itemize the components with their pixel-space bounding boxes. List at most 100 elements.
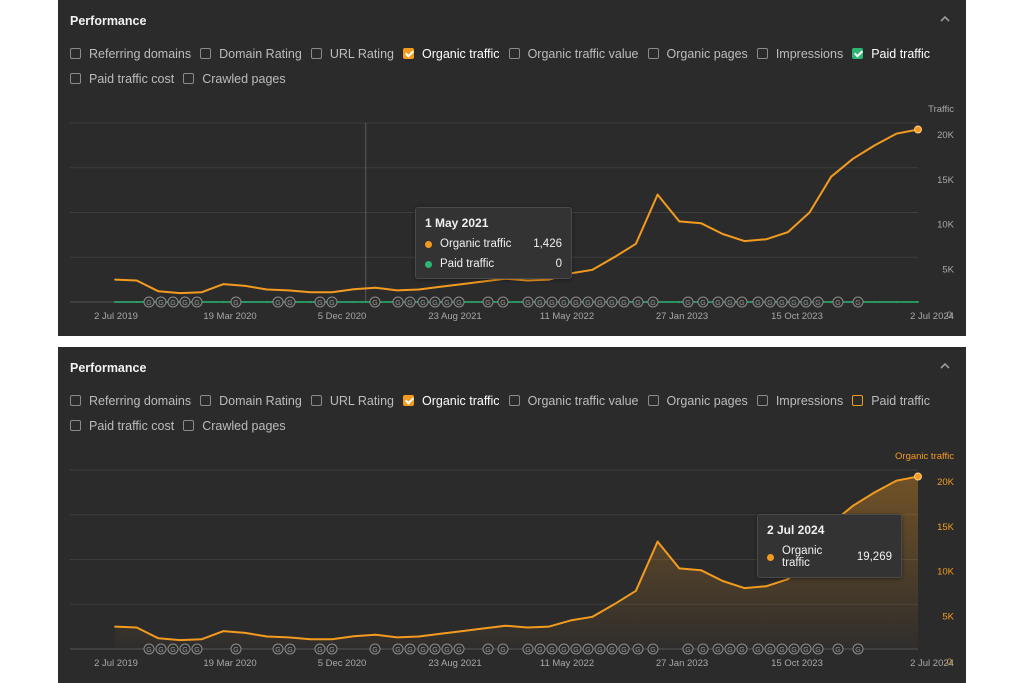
option-paid-traffic[interactable]: Paid traffic [852, 393, 930, 408]
data-point-organic-traffic [222, 630, 225, 632]
google-update-marker-icon: G [326, 296, 338, 308]
google-update-marker-icon: G [752, 643, 764, 655]
google-update-marker-icon: G [712, 296, 724, 308]
checkbox[interactable] [508, 48, 520, 59]
data-point-paid-traffic [352, 301, 355, 303]
option-referring-domains[interactable]: Referring domains [70, 46, 191, 61]
marker-letter: G [500, 647, 505, 654]
option-organic-pages[interactable]: Organic pages [647, 393, 748, 408]
data-point-organic-traffic [309, 291, 312, 294]
option-impressions[interactable]: Impressions [756, 393, 844, 408]
chevron-up-icon[interactable] [938, 359, 952, 373]
option-crawled-pages[interactable]: Crawled pages [183, 71, 286, 86]
data-point-organic-traffic [895, 479, 898, 482]
checkbox[interactable] [647, 395, 659, 406]
google-update-marker-icon: G [284, 296, 296, 308]
option-paid-traffic-cost[interactable]: Paid traffic cost [70, 418, 174, 433]
option-label: Organic traffic [421, 46, 500, 61]
y-tick-label: 10K [937, 220, 955, 231]
data-point-organic-traffic [591, 268, 594, 271]
google-update-marker-icon: G [546, 296, 558, 308]
panel-title: Performance [70, 14, 147, 28]
google-update-marker-icon: G [724, 643, 736, 655]
data-point-organic-traffic [656, 193, 659, 196]
checkbox[interactable] [183, 73, 195, 84]
data-point-organic-traffic [656, 540, 659, 543]
option-paid-traffic[interactable]: Paid traffic [852, 46, 930, 61]
data-point-paid-traffic [244, 301, 247, 303]
marker-letter: G [803, 300, 808, 307]
option-organic-pages[interactable]: Organic pages [647, 46, 748, 61]
data-point-organic-traffic [244, 284, 247, 287]
option-url-rating[interactable]: URL Rating [310, 393, 394, 408]
marker-letter: G [585, 300, 590, 307]
option-paid-traffic-cost[interactable]: Paid traffic cost [70, 71, 174, 86]
data-point-paid-traffic [873, 301, 876, 303]
checkbox[interactable] [70, 420, 81, 431]
option-label: Paid traffic cost [89, 418, 175, 433]
data-point-organic-traffic [786, 231, 789, 234]
option-referring-domains[interactable]: Referring domains [70, 393, 191, 408]
y-tick-label: 0 [947, 310, 952, 321]
series-line-organic-traffic [114, 475, 919, 642]
data-point-organic-traffic [721, 233, 724, 235]
option-domain-rating[interactable]: Domain Rating [200, 393, 302, 408]
marker-letter: G [650, 647, 655, 654]
series-line-organic-traffic [114, 128, 919, 295]
chevron-up-icon[interactable] [938, 12, 952, 26]
option-organic-traffic[interactable]: Organic traffic [402, 393, 500, 408]
data-point-organic-traffic [786, 578, 789, 581]
marker-letter: G [549, 647, 554, 654]
marker-letter: G [158, 647, 163, 654]
option-label: Organic traffic value [527, 46, 639, 61]
option-organic-traffic-value[interactable]: Organic traffic value [508, 393, 639, 408]
option-url-rating[interactable]: URL Rating [310, 46, 394, 61]
option-organic-traffic-value[interactable]: Organic traffic value [508, 46, 639, 61]
data-point-organic-traffic [287, 636, 290, 639]
checkbox[interactable] [756, 395, 768, 406]
option-domain-rating[interactable]: Domain Rating [200, 46, 302, 61]
option-crawled-pages[interactable]: Crawled pages [183, 418, 286, 433]
marker-letter: G [635, 300, 640, 307]
data-point-organic-traffic [613, 603, 616, 606]
checkbox[interactable] [183, 420, 195, 431]
checkbox[interactable] [647, 48, 659, 59]
performance-panel-2: Performance Referring domains Domain Rati… [58, 347, 966, 683]
google-update-marker-icon: G [632, 643, 644, 655]
x-tick-label: 23 Aug 2021 [428, 658, 481, 669]
data-point-organic-traffic [721, 580, 724, 582]
checkbox[interactable] [756, 48, 768, 59]
data-point-organic-traffic [613, 256, 616, 259]
checkbox[interactable] [200, 48, 212, 59]
option-organic-traffic[interactable]: Organic traffic [402, 46, 500, 61]
x-tick-label: 11 May 2022 [540, 658, 594, 669]
checkbox[interactable] [310, 48, 322, 59]
marker-letter: G [194, 300, 199, 307]
series-area-organic-traffic [115, 476, 918, 649]
google-update-marker-icon: G [404, 296, 416, 308]
checkbox[interactable] [200, 395, 212, 406]
google-update-marker-icon: G [441, 296, 453, 308]
option-impressions[interactable]: Impressions [756, 46, 843, 61]
checkbox[interactable] [402, 48, 414, 59]
checkbox[interactable] [70, 73, 81, 84]
checkbox[interactable] [70, 48, 81, 59]
marker-letter: G [779, 647, 784, 654]
checkbox[interactable] [852, 48, 864, 59]
option-label: Paid traffic [871, 393, 931, 408]
google-update-marker-icon: G [482, 643, 494, 655]
checkbox[interactable] [402, 395, 414, 406]
option-label: Impressions [775, 393, 844, 408]
checkbox[interactable] [508, 395, 520, 406]
google-update-marker-icon: G [682, 643, 694, 655]
x-tick-label: 2 Jul 2019 [94, 658, 138, 669]
x-tick-label: 19 Mar 2020 [203, 311, 256, 322]
checkbox[interactable] [310, 395, 322, 406]
data-point-organic-traffic [114, 278, 116, 281]
checkbox[interactable] [70, 395, 81, 406]
data-point-organic-traffic [200, 638, 203, 641]
checkbox[interactable] [852, 395, 864, 406]
marker-letter: G [621, 647, 626, 654]
